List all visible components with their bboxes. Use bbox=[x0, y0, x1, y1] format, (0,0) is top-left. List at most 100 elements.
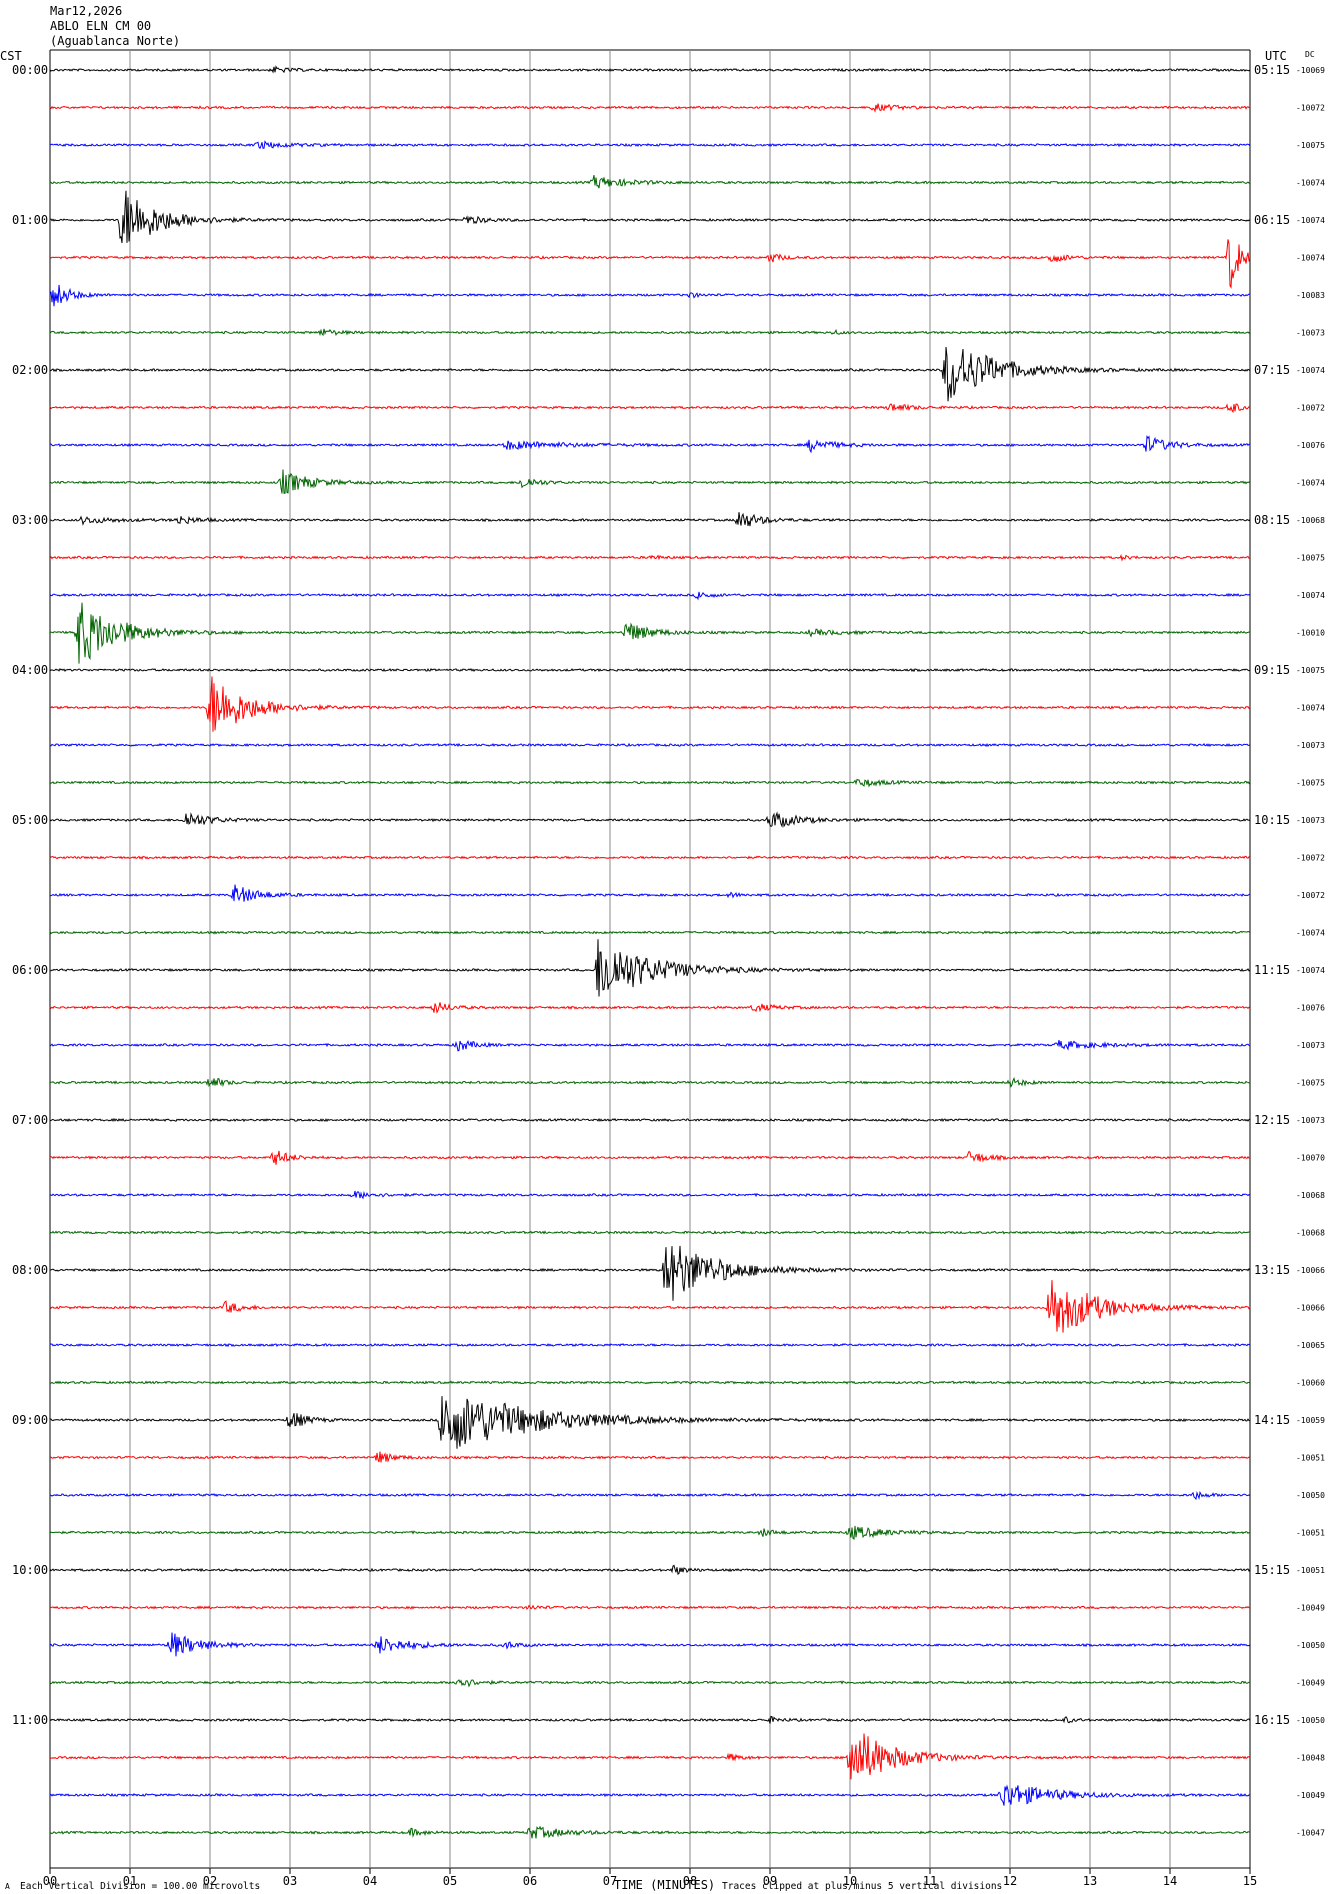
dc-offset-label: -10075 bbox=[1296, 666, 1325, 675]
dc-offset-label: -10068 bbox=[1296, 516, 1325, 525]
trace-line bbox=[49, 346, 1251, 402]
local-hour-label: 10:00 bbox=[12, 1563, 48, 1577]
x-tick-label: 15 bbox=[1243, 1874, 1257, 1888]
trace-line bbox=[49, 1733, 1251, 1780]
corner-mark: A bbox=[5, 1882, 10, 1891]
dc-offset-label: -10049 bbox=[1296, 1791, 1325, 1800]
utc-hour-label: 10:15 bbox=[1254, 813, 1290, 827]
trace-line bbox=[49, 742, 1251, 748]
dc-offset-label: -10075 bbox=[1296, 141, 1325, 150]
x-tick-label: 06 bbox=[523, 1874, 537, 1888]
dc-offset-label: -10049 bbox=[1296, 1679, 1325, 1688]
trace-line bbox=[49, 1825, 1251, 1839]
dc-offset-label: -10051 bbox=[1296, 1454, 1325, 1463]
trace-line bbox=[49, 1190, 1251, 1200]
dc-offset-label: -10073 bbox=[1296, 1116, 1325, 1125]
dc-offset-label: -10066 bbox=[1296, 1266, 1325, 1275]
dc-offset-label: -10074 bbox=[1296, 704, 1325, 713]
x-tick-label: 13 bbox=[1083, 1874, 1097, 1888]
x-tick-label: 08 bbox=[683, 1874, 697, 1888]
traces bbox=[49, 65, 1251, 1839]
trace-line bbox=[49, 602, 1251, 664]
trace-line bbox=[49, 1604, 1251, 1610]
dc-offset-label: -10075 bbox=[1296, 1079, 1325, 1088]
date-label: Mar12,2026 bbox=[50, 4, 123, 18]
x-tick-label: 01 bbox=[123, 1874, 137, 1888]
trace-line bbox=[49, 667, 1251, 673]
trace-line bbox=[49, 1280, 1251, 1333]
x-tick-label: 09 bbox=[763, 1874, 777, 1888]
dc-offset-label: -10076 bbox=[1296, 441, 1325, 450]
dc-offset-label: -10074 bbox=[1296, 216, 1325, 225]
dc-offset-label: -10068 bbox=[1296, 1229, 1325, 1238]
utc-hour-label: 12:15 bbox=[1254, 1113, 1290, 1127]
dc-offset-label: -10075 bbox=[1296, 779, 1325, 788]
local-hour-label: 02:00 bbox=[12, 363, 48, 377]
trace-line bbox=[49, 328, 1251, 337]
x-tick-label: 14 bbox=[1163, 1874, 1177, 1888]
utc-hour-label: 07:15 bbox=[1254, 363, 1290, 377]
dc-offset-label: -10074 bbox=[1296, 929, 1325, 938]
dc-offset-label: -10074 bbox=[1296, 966, 1325, 975]
dc-offset-label: -10072 bbox=[1296, 104, 1325, 113]
trace-line bbox=[49, 1342, 1251, 1348]
dc-offset-label: -10069 bbox=[1296, 66, 1325, 75]
x-tick-label: 04 bbox=[363, 1874, 377, 1888]
local-hour-label: 08:00 bbox=[12, 1263, 48, 1277]
dc-offset-label: -10074 bbox=[1296, 254, 1325, 263]
dc-offset-label: -10074 bbox=[1296, 591, 1325, 600]
dc-offset-label: -10050 bbox=[1296, 1641, 1325, 1650]
dc-offset-label: -10050 bbox=[1296, 1491, 1325, 1500]
dc-offset-label: -10073 bbox=[1296, 1041, 1325, 1050]
station-label: ABLO ELN CM 00 bbox=[50, 19, 152, 33]
trace-line bbox=[49, 1784, 1251, 1806]
local-hour-label: 04:00 bbox=[12, 663, 48, 677]
labels: CST UTC DC A Each Vertical Division = 10… bbox=[0, 49, 1325, 1892]
trace-line bbox=[49, 1451, 1251, 1463]
trace-line bbox=[49, 855, 1251, 860]
x-axis-title: TIME (MINUTES) bbox=[614, 1878, 715, 1892]
x-tick-label: 12 bbox=[1003, 1874, 1017, 1888]
local-hour-label: 07:00 bbox=[12, 1113, 48, 1127]
trace-line bbox=[49, 103, 1251, 113]
trace-line bbox=[49, 1077, 1251, 1088]
trace-line bbox=[49, 930, 1251, 935]
scale-note: Each Vertical Division = 100.00 microvol… bbox=[20, 1881, 260, 1892]
dc-offset-label: -10049 bbox=[1296, 1604, 1325, 1613]
utc-hour-label: 09:15 bbox=[1254, 663, 1290, 677]
local-hour-label: 00:00 bbox=[12, 63, 48, 77]
location-label: (Aguablanca Norte) bbox=[50, 34, 181, 48]
local-hour-label: 06:00 bbox=[12, 963, 48, 977]
right-timezone-label: UTC bbox=[1265, 49, 1287, 63]
dc-label: DC bbox=[1305, 50, 1315, 59]
trace-line bbox=[49, 1632, 1251, 1657]
x-tick-label: 07 bbox=[603, 1874, 617, 1888]
dc-offset-label: -10068 bbox=[1296, 1191, 1325, 1200]
trace-line bbox=[49, 469, 1251, 494]
utc-hour-label: 14:15 bbox=[1254, 1413, 1290, 1427]
x-tick-label: 10 bbox=[843, 1874, 857, 1888]
x-tick-label: 05 bbox=[443, 1874, 457, 1888]
utc-hour-label: 11:15 bbox=[1254, 963, 1290, 977]
dc-offset-label: -10073 bbox=[1296, 741, 1325, 750]
dc-offset-label: -10050 bbox=[1296, 1716, 1325, 1725]
x-tick-label: 03 bbox=[283, 1874, 297, 1888]
local-hour-label: 03:00 bbox=[12, 513, 48, 527]
utc-hour-label: 06:15 bbox=[1254, 213, 1290, 227]
dc-offset-label: -10048 bbox=[1296, 1754, 1325, 1763]
dc-offset-label: -10066 bbox=[1296, 1304, 1325, 1313]
trace-line bbox=[49, 591, 1251, 601]
local-hour-label: 09:00 bbox=[12, 1413, 48, 1427]
trace-line bbox=[49, 1490, 1251, 1501]
trace-line bbox=[49, 884, 1251, 902]
trace-line bbox=[49, 239, 1251, 289]
trace-line bbox=[49, 1525, 1251, 1540]
trace-line bbox=[49, 778, 1251, 788]
trace-line bbox=[50, 1380, 1251, 1385]
trace-line bbox=[49, 284, 1251, 307]
dc-offset-label: -10065 bbox=[1296, 1341, 1325, 1350]
dc-offset-label: -10073 bbox=[1296, 816, 1325, 825]
utc-hour-label: 16:15 bbox=[1254, 1713, 1290, 1727]
dc-offset-label: -10051 bbox=[1296, 1529, 1325, 1538]
